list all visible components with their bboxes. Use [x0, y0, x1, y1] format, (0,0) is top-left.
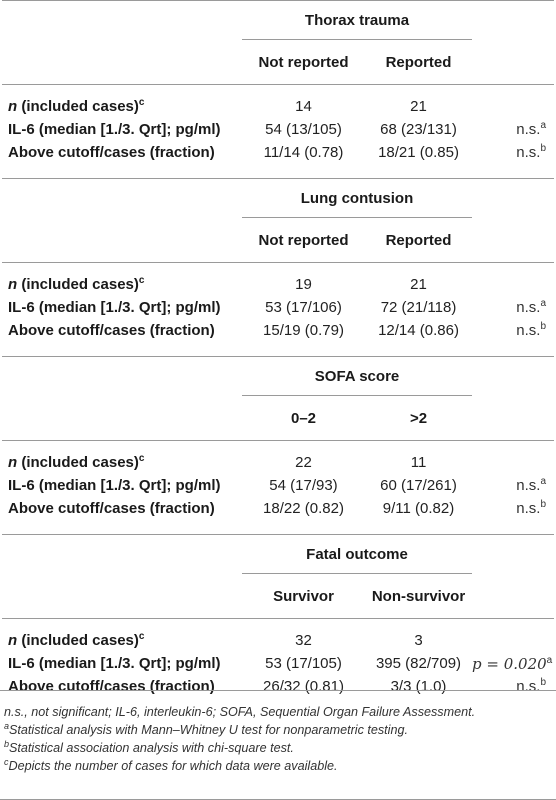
cell-value: 9/11 (0.82) — [382, 500, 455, 517]
section-title: Fatal outcome — [242, 534, 473, 574]
cell-value: 22 — [295, 454, 312, 471]
table-row: IL-6 (median [1./3. Qrt]; pg/ml) 54 (17/… — [2, 474, 554, 497]
footnote-c: cDepicts the number of cases for which d… — [4, 756, 338, 773]
section-title: SOFA score — [242, 356, 473, 396]
cell-value: 72 (21/118) — [380, 299, 457, 316]
footnote-abbreviations: n.s., not significant; IL-6, interleukin… — [4, 705, 476, 719]
section-fatal-outcome: Fatal outcome Survivor Non-survivor n (i… — [2, 534, 555, 699]
row-label-above: Above cutoff/cases (fraction) — [8, 500, 215, 517]
row-label-n: n (included cases)c — [8, 631, 145, 650]
cell-value: 14 — [295, 98, 312, 115]
cell-value: 68 (23/131) — [380, 121, 457, 138]
row-label-n: n (included cases)c — [8, 275, 145, 294]
row-label-above: Above cutoff/cases (fraction) — [8, 144, 215, 161]
column-header: Non-survivor — [371, 587, 466, 605]
section-thorax-trauma: Thorax trauma Not reported Reported n (i… — [2, 0, 555, 179]
column-header: Not reported — [258, 53, 349, 71]
table-row: IL-6 (median [1./3. Qrt]; pg/ml) 53 (17/… — [2, 652, 554, 675]
column-header: Reported — [385, 231, 452, 249]
significance-cell: p = 0.020a — [472, 654, 553, 673]
column-header: Not reported — [258, 231, 349, 249]
cell-value: 32 — [295, 632, 312, 649]
cell-value: 21 — [410, 276, 427, 293]
row-label-il6: IL-6 (median [1./3. Qrt]; pg/ml) — [8, 299, 221, 316]
cell-value: 60 (17/261) — [380, 477, 457, 494]
cell-value: 54 (13/105) — [265, 121, 342, 138]
table-row: IL-6 (median [1./3. Qrt]; pg/ml) 54 (13/… — [2, 118, 554, 141]
column-header: 0–2 — [290, 409, 317, 427]
footnote-a: aStatistical analysis with Mann–Whitney … — [4, 720, 408, 737]
row-label-il6: IL-6 (median [1./3. Qrt]; pg/ml) — [8, 121, 221, 138]
cell-value: 54 (17/93) — [269, 477, 338, 494]
table-row: IL-6 (median [1./3. Qrt]; pg/ml) 53 (17/… — [2, 296, 554, 319]
footnote-b: bStatistical association analysis with c… — [4, 738, 294, 755]
cell-value: 18/21 (0.85) — [378, 144, 459, 161]
section-lung-contusion: Lung contusion Not reported Reported n (… — [2, 178, 555, 357]
section-sofa-score: SOFA score 0–2 >2 n (included cases)c 22… — [2, 356, 555, 535]
table-footnotes: n.s., not significant; IL-6, interleukin… — [0, 690, 556, 775]
table-row: n (included cases)c 22 11 — [2, 451, 554, 474]
row-label-il6: IL-6 (median [1./3. Qrt]; pg/ml) — [8, 477, 221, 494]
column-header: >2 — [409, 409, 428, 427]
significance-cell: n.s.b — [516, 499, 547, 518]
cell-value: 53 (17/106) — [265, 299, 342, 316]
table-row: n (included cases)c 32 3 — [2, 629, 554, 652]
significance-cell: n.s.a — [516, 476, 547, 495]
significance-cell: n.s.b — [516, 321, 547, 340]
cell-value: 18/22 (0.82) — [263, 500, 344, 517]
cell-value: 19 — [295, 276, 312, 293]
cell-value: 11 — [410, 454, 427, 471]
cell-value: 21 — [410, 98, 427, 115]
significance-cell: n.s.a — [516, 120, 547, 139]
column-header: Survivor — [273, 587, 334, 605]
cell-value: 11/14 (0.78) — [263, 144, 344, 161]
significance-cell: n.s.b — [516, 143, 547, 162]
row-label-n: n (included cases)c — [8, 453, 145, 472]
cell-value: 395 (82/709) — [375, 655, 462, 672]
cell-value: 53 (17/105) — [265, 655, 342, 672]
column-header: Reported — [385, 53, 452, 71]
row-label-above: Above cutoff/cases (fraction) — [8, 322, 215, 339]
row-label-il6: IL-6 (median [1./3. Qrt]; pg/ml) — [8, 655, 221, 672]
cell-value: 3 — [414, 632, 423, 649]
il6-comparison-table: Thorax trauma Not reported Reported n (i… — [2, 0, 555, 699]
table-row: Above cutoff/cases (fraction) 18/22 (0.8… — [2, 497, 554, 520]
table-row: Above cutoff/cases (fraction) 11/14 (0.7… — [2, 141, 554, 164]
cell-value: 12/14 (0.86) — [378, 322, 459, 339]
cell-value: 15/19 (0.79) — [263, 322, 344, 339]
section-title: Lung contusion — [242, 178, 473, 218]
table-row: Above cutoff/cases (fraction) 15/19 (0.7… — [2, 319, 554, 342]
section-title: Thorax trauma — [242, 0, 473, 40]
table-row: n (included cases)c 14 21 — [2, 95, 554, 118]
row-label-n: n (included cases)c — [8, 97, 145, 116]
table-row: n (included cases)c 19 21 — [2, 273, 554, 296]
significance-cell: n.s.a — [516, 298, 547, 317]
